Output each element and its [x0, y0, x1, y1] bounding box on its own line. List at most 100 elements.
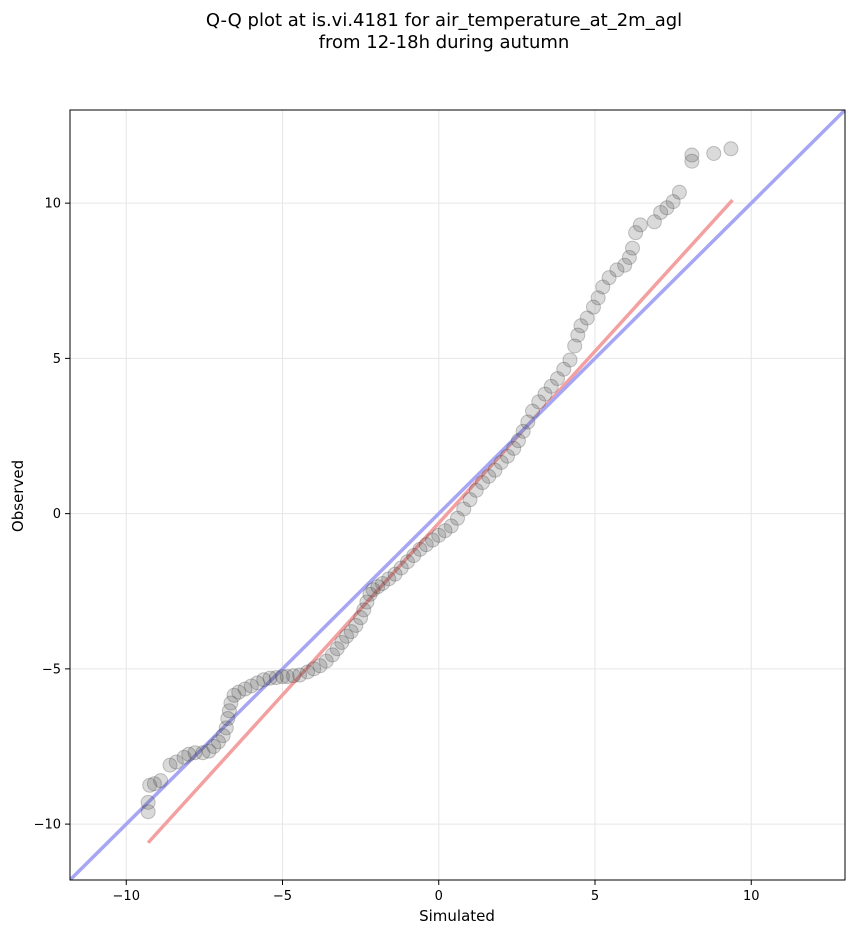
data-point [601, 270, 617, 286]
data-point [268, 670, 284, 686]
x-tick-label: −5 [273, 889, 292, 904]
data-point [659, 200, 675, 216]
data-point [406, 548, 422, 564]
data-point [621, 249, 637, 265]
plot-frame [69, 109, 846, 881]
data-point [450, 510, 465, 526]
data-point [218, 720, 234, 736]
data-point [418, 537, 434, 553]
data-point [370, 579, 386, 595]
data-point [393, 560, 409, 576]
data-point [646, 214, 662, 230]
identity-line [70, 110, 845, 880]
data-point [543, 378, 559, 394]
x-tick-label: 5 [591, 889, 599, 904]
data-point [187, 745, 203, 761]
data-point [510, 433, 526, 449]
data-point [493, 454, 509, 470]
data-point [275, 669, 290, 685]
x-axis-label: Simulated [419, 907, 495, 925]
data-point [140, 794, 156, 810]
data-point [168, 754, 184, 770]
data-point [443, 518, 459, 534]
y-tick-label: 5 [53, 352, 61, 367]
data-point [723, 141, 739, 157]
data-point [628, 225, 644, 241]
data-point [243, 678, 259, 694]
data-point [671, 184, 687, 200]
x-tick-label: 10 [743, 889, 760, 904]
y-tick-label: 0 [53, 507, 61, 522]
data-point [221, 703, 237, 719]
data-points [140, 141, 739, 820]
data-point [585, 299, 601, 315]
data-point [475, 475, 490, 491]
reference-lines [70, 110, 845, 880]
data-point [195, 745, 211, 761]
data-point [387, 566, 403, 582]
data-point [381, 571, 397, 587]
data-point [684, 153, 700, 169]
data-point [609, 262, 625, 278]
data-point [506, 440, 522, 456]
data-point [706, 145, 722, 161]
data-point [292, 667, 308, 683]
data-point [220, 711, 236, 727]
data-point [468, 482, 484, 498]
data-point [153, 773, 169, 789]
data-point [356, 602, 372, 618]
data-point [181, 746, 197, 762]
data-point [215, 728, 231, 744]
data-point [531, 394, 547, 410]
data-point [570, 327, 586, 343]
data-point [279, 669, 295, 685]
data-point [375, 575, 390, 591]
data-point [625, 240, 640, 256]
data-point [300, 664, 315, 680]
data-point [632, 217, 648, 233]
data-point [318, 653, 334, 669]
data-point [362, 586, 378, 602]
data-point [595, 279, 611, 295]
data-point [437, 523, 453, 539]
data-point [226, 687, 242, 703]
y-tick-label: −10 [34, 818, 61, 833]
data-point [162, 757, 178, 773]
data-point [285, 668, 301, 684]
data-point [206, 738, 222, 754]
data-point [348, 617, 364, 633]
data-point [525, 403, 540, 419]
y-tick-label: −5 [42, 662, 61, 677]
data-point [400, 554, 415, 570]
data-point [456, 501, 472, 517]
data-point [262, 670, 278, 686]
x-tick-label: 0 [435, 889, 443, 904]
y-axis-label: Observed [9, 460, 27, 532]
data-point [412, 541, 428, 557]
data-point [325, 647, 340, 663]
data-point [140, 804, 156, 820]
data-point [462, 492, 478, 508]
data-point [573, 318, 589, 334]
data-point [665, 194, 681, 210]
data-point [201, 743, 217, 759]
data-point [617, 257, 633, 273]
data-point [353, 610, 369, 626]
data-point [590, 290, 606, 306]
data-point [339, 628, 355, 644]
data-point [334, 634, 350, 650]
data-point [562, 352, 578, 368]
y-tick-label: 10 [44, 197, 61, 212]
data-point [210, 734, 226, 750]
data-point [684, 147, 700, 163]
axis-ticks: −10 −5 0 5 10 −10 −5 0 5 10 [34, 197, 760, 904]
fit-line [146, 198, 734, 844]
data-point [653, 204, 669, 220]
data-point [250, 675, 265, 691]
data-point [481, 468, 497, 484]
data-point [146, 776, 162, 792]
data-point [556, 361, 572, 377]
data-point [567, 338, 583, 354]
chart-title-line-2: from 12-18h during autumn [319, 32, 570, 53]
